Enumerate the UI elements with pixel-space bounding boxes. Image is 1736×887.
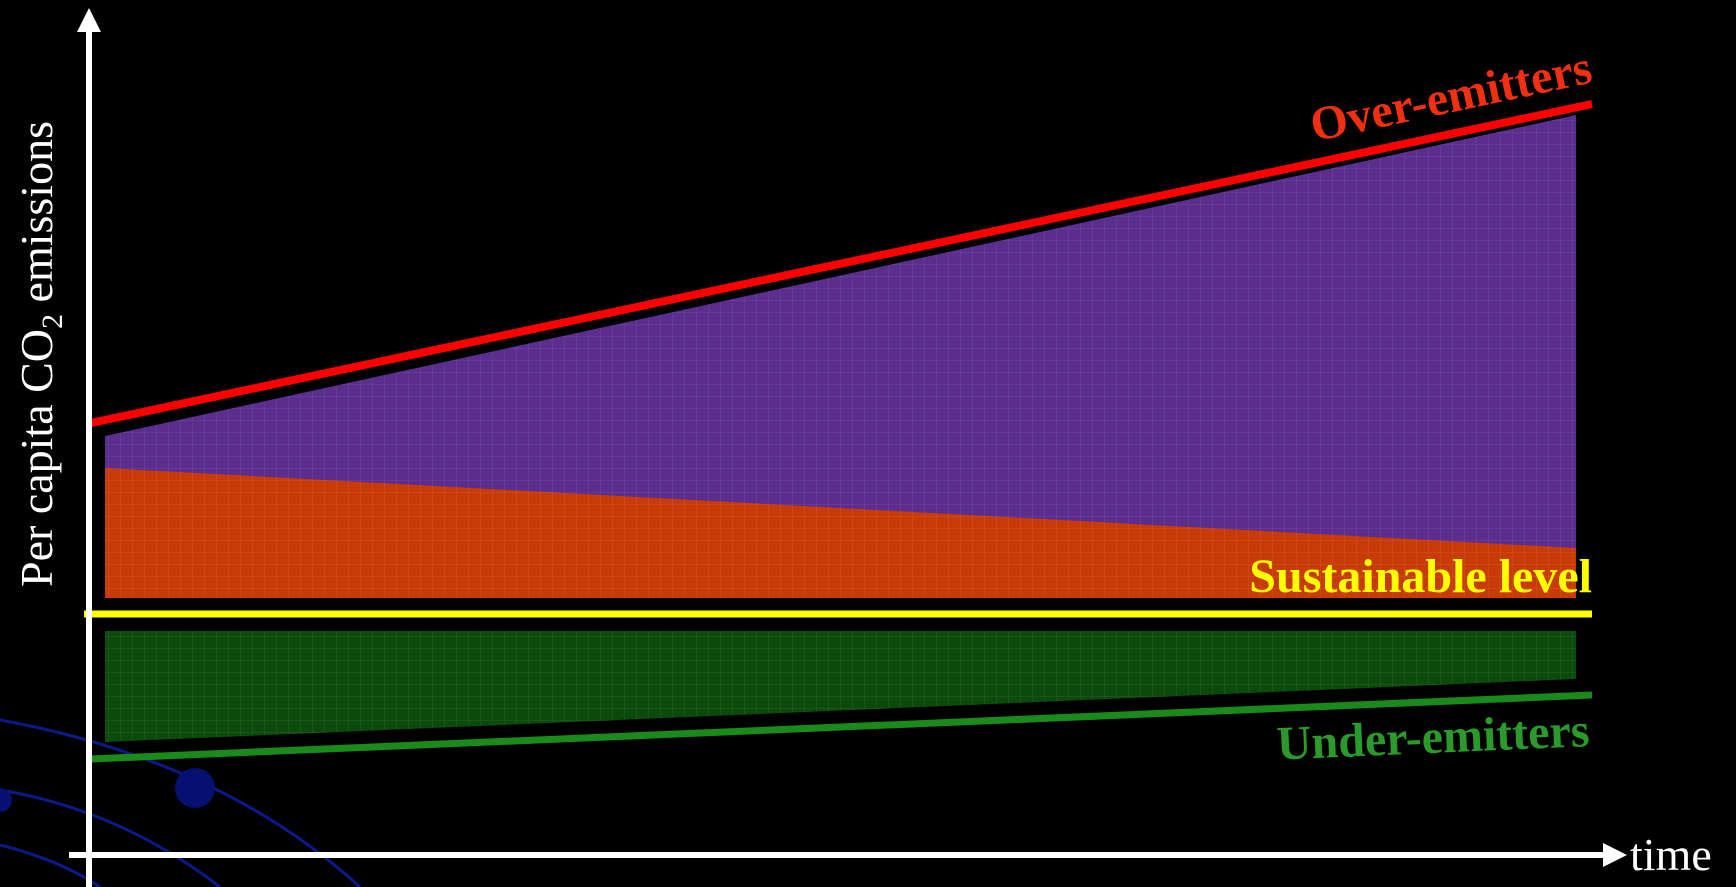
under-emitter-area <box>105 631 1576 742</box>
y-axis-label-text: Per capita CO <box>11 329 62 587</box>
y-axis-label-text: emissions <box>11 121 62 314</box>
under-emitter-line <box>90 691 1593 763</box>
x-axis-label: time <box>1630 829 1712 880</box>
y-axis-label: Per capita CO2 emissions <box>11 121 69 587</box>
over-emitter-area <box>105 115 1576 598</box>
under-emitters-label: Under-emitters <box>1276 704 1591 771</box>
decoration <box>0 718 362 887</box>
x-axis-arrow <box>1603 843 1627 867</box>
y-axis-arrow <box>77 8 101 32</box>
sustainable-level-label: Sustainable level <box>1249 550 1592 603</box>
over-emitter-line <box>90 100 1593 427</box>
sustainable-excess-area <box>105 468 1576 598</box>
y-axis-label-subscript: 2 <box>36 314 69 329</box>
